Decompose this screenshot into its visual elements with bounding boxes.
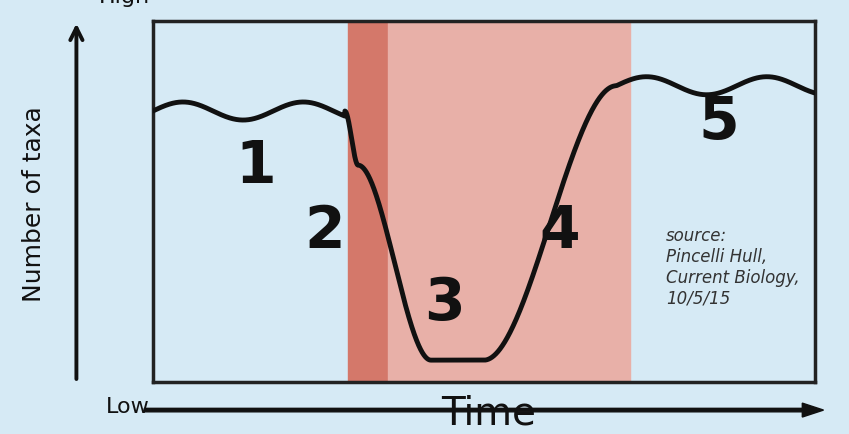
Text: Time: Time [441,394,536,432]
Text: 3: 3 [424,274,464,331]
Text: 2: 2 [305,202,346,259]
Text: High: High [98,0,149,7]
Bar [348,22,388,382]
Text: 5: 5 [699,94,739,151]
Text: Low: Low [105,396,149,416]
Text: 1: 1 [235,137,276,194]
Text: 4: 4 [540,202,581,259]
Text: Number of taxa: Number of taxa [22,106,46,302]
Text: source:
Pincelli Hull,
Current Biology,
10/5/15: source: Pincelli Hull, Current Biology, … [666,227,800,307]
Bar [388,22,630,382]
